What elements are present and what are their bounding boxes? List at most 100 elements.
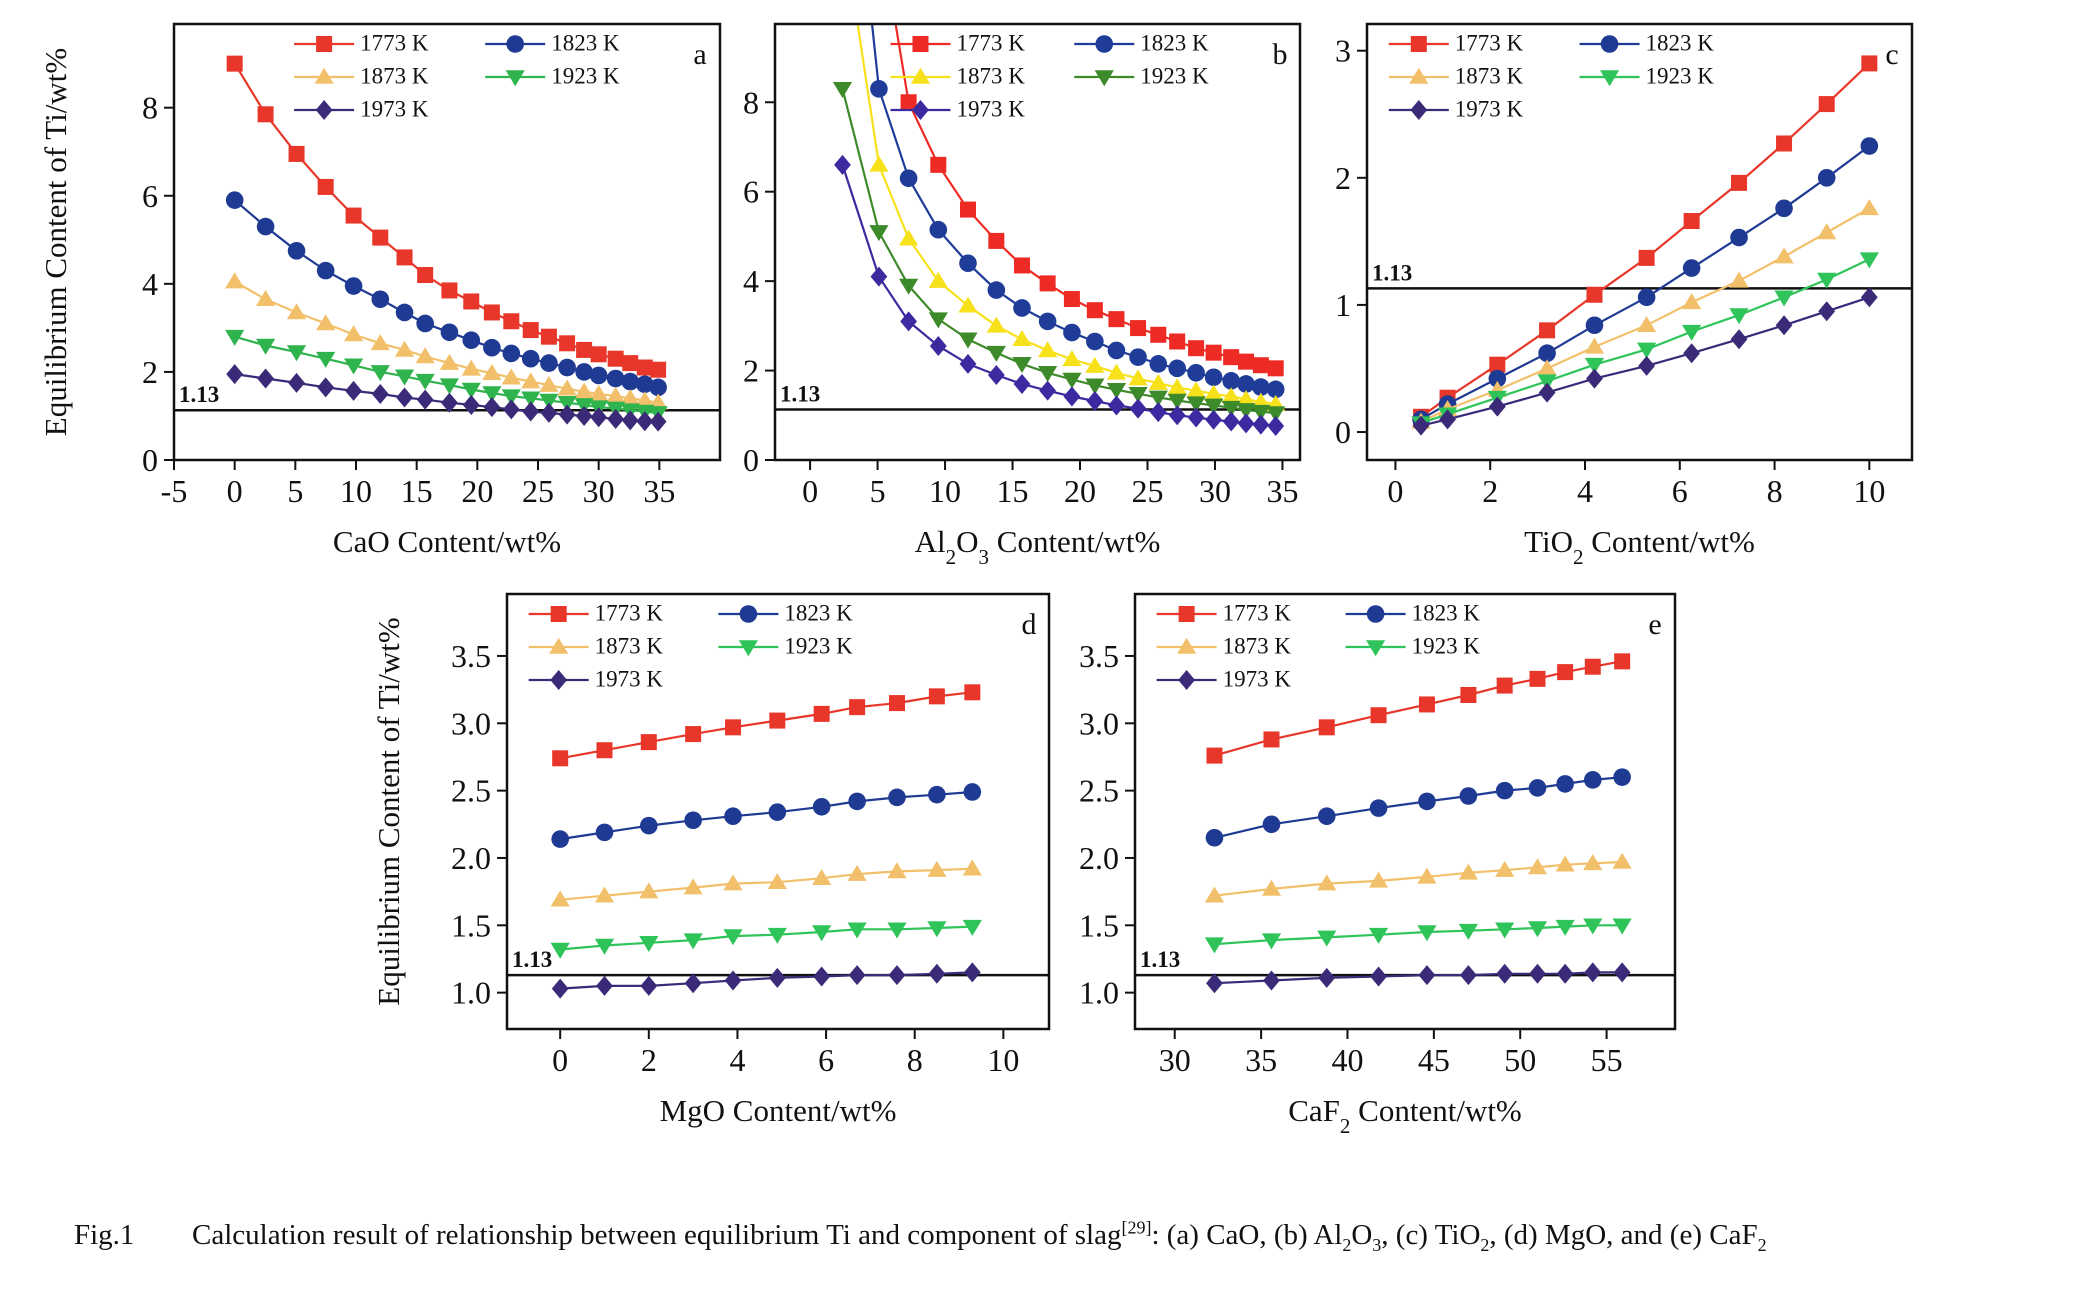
x-tick-label: 45: [1418, 1042, 1450, 1078]
marker: [1585, 316, 1604, 335]
marker: [685, 726, 702, 743]
panel: 0 2 4 6 8 10 1.0 1.5 2.0 2.5 3.0 3.5 1.13 1773 K 1823 …: [371, 592, 1051, 1128]
x-tick-label: 4: [729, 1042, 745, 1078]
marker: [1583, 854, 1603, 871]
legend-label: 1873 K: [360, 63, 429, 88]
marker: [1538, 344, 1556, 363]
marker: [1237, 413, 1255, 434]
y-tick-label: 2: [142, 354, 158, 390]
caption-part: : (a) CaO, (b) Al: [1151, 1219, 1343, 1251]
marker: [461, 359, 481, 376]
x-axis-label: Al2O3 Content/wt%: [915, 524, 1161, 569]
legend-marker: [1410, 100, 1428, 120]
panel: 0 5 10 15 20 25 30 35 0 2 4 6 8 1.13 1773 K 1823 K 1873 …: [743, 22, 1302, 569]
marker: [1529, 670, 1546, 687]
marker: [1086, 332, 1104, 351]
marker: [439, 353, 460, 370]
caption-part: 3: [1372, 1234, 1382, 1255]
marker: [461, 382, 481, 399]
legend-entry: 1973 K: [890, 96, 1025, 121]
legend-marker: [1177, 637, 1197, 654]
legend-marker: [314, 67, 334, 84]
series-line: [560, 867, 973, 901]
marker: [1368, 871, 1389, 888]
marker: [440, 323, 459, 342]
marker: [606, 386, 626, 403]
marker: [1063, 291, 1080, 308]
legend-label: 1773 K: [1455, 30, 1524, 55]
x-axis-label: CaO Content/wt%: [333, 524, 561, 559]
y-tick-label: 2.5: [1079, 773, 1119, 809]
x-tick-label: 35: [643, 473, 675, 509]
marker: [462, 394, 480, 415]
marker: [1063, 323, 1081, 342]
marker: [589, 384, 609, 401]
y-tick-label: 3: [1335, 33, 1351, 69]
marker: [1086, 390, 1104, 411]
marker: [927, 921, 947, 938]
marker: [1817, 272, 1837, 289]
label-part: Al: [915, 524, 946, 559]
marker: [1039, 380, 1057, 401]
label-part: 2: [946, 545, 957, 569]
label-part: CaF: [1288, 1093, 1340, 1128]
marker: [1495, 922, 1515, 939]
legend-marker: [505, 70, 525, 87]
marker: [1613, 768, 1631, 786]
marker: [1204, 886, 1225, 903]
y-tick-label: 1.0: [451, 975, 491, 1011]
y-axis-label: Equilibrium Content of Ti/wt%: [371, 617, 406, 1005]
marker: [1263, 970, 1280, 991]
marker: [959, 353, 977, 374]
marker: [594, 938, 615, 955]
label-part: 2: [1573, 545, 1584, 569]
marker: [847, 922, 867, 939]
marker: [769, 712, 786, 729]
marker: [1638, 355, 1656, 376]
legend-label: 1873 K: [1455, 63, 1524, 88]
marker: [834, 154, 851, 175]
marker: [1495, 860, 1515, 877]
marker: [539, 375, 559, 392]
marker: [1528, 779, 1547, 797]
marker: [521, 372, 541, 389]
marker: [1584, 337, 1605, 354]
marker: [1186, 396, 1206, 413]
marker: [1860, 137, 1879, 155]
y-tick-label: 3.0: [451, 705, 491, 741]
x-tick-label: 10: [340, 473, 372, 509]
x-tick-label: 5: [287, 473, 303, 509]
marker: [1012, 357, 1032, 374]
marker: [1266, 380, 1285, 399]
y-tick-label: 3.0: [1079, 705, 1119, 741]
legend-entry: 1923 K: [1579, 63, 1714, 88]
marker: [256, 338, 276, 355]
marker: [1586, 286, 1603, 303]
marker: [1106, 382, 1127, 399]
marker: [225, 329, 245, 346]
marker: [501, 389, 521, 406]
x-tick-label: 5: [870, 473, 886, 509]
plot-frame: [773, 22, 1302, 462]
marker: [1614, 653, 1631, 670]
x-tick-label: 15: [997, 473, 1029, 509]
marker: [724, 807, 742, 826]
x-tick-label: 10: [1853, 473, 1885, 509]
marker: [962, 919, 982, 936]
marker: [1107, 341, 1126, 360]
legend-label: 1823 K: [551, 30, 620, 55]
legend-entry: 1773 K: [294, 30, 429, 55]
x-tick-label: 2: [641, 1042, 657, 1078]
x-tick-label: 2: [1482, 473, 1498, 509]
y-tick-label: 0: [1335, 414, 1351, 450]
marker: [928, 963, 946, 984]
marker: [439, 378, 460, 395]
marker: [596, 975, 613, 996]
marker: [958, 332, 978, 349]
legend-marker: [506, 35, 525, 53]
x-tick-label: 6: [818, 1042, 834, 1078]
marker: [1261, 933, 1282, 950]
marker: [256, 290, 276, 307]
marker: [370, 334, 390, 351]
marker: [964, 684, 981, 701]
